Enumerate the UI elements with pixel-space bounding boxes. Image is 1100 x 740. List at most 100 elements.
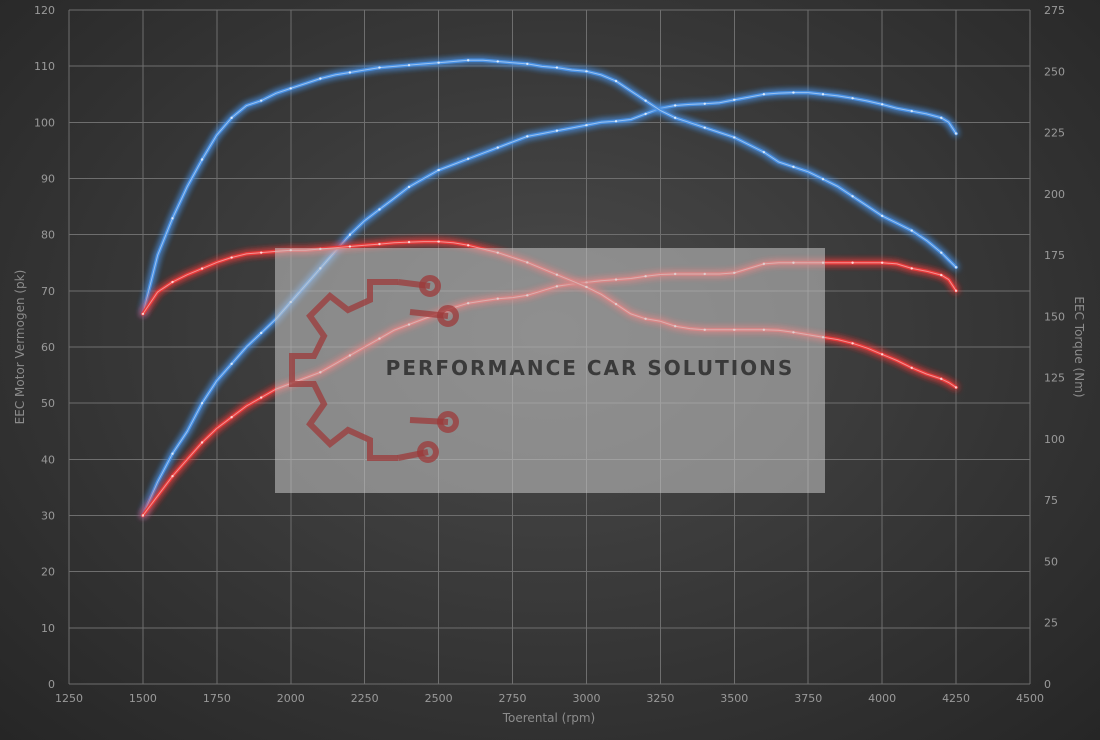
data-point: [614, 120, 618, 123]
data-point: [851, 96, 854, 100]
x-axis-title: Toerental (rpm): [502, 711, 595, 725]
data-point: [792, 91, 795, 94]
data-point: [644, 99, 647, 102]
data-point: [200, 401, 204, 405]
left-tick-label: 110: [34, 60, 55, 73]
right-tick-label: 175: [1044, 249, 1065, 262]
data-point: [910, 109, 913, 113]
left-tick-label: 120: [34, 4, 55, 17]
data-point: [407, 63, 411, 67]
x-tick-label: 2250: [351, 692, 379, 705]
data-point: [792, 165, 795, 169]
data-point: [585, 123, 588, 127]
data-point: [466, 59, 470, 62]
data-point: [762, 150, 766, 154]
data-point: [200, 441, 204, 444]
x-tick-label: 4500: [1016, 692, 1044, 705]
data-point: [940, 251, 943, 254]
data-point: [555, 66, 559, 69]
left-tick-label: 50: [41, 397, 55, 410]
right-tick-label: 150: [1044, 310, 1065, 323]
data-point: [585, 70, 588, 73]
data-point: [171, 280, 174, 284]
right-tick-label: 200: [1044, 188, 1065, 201]
data-point: [954, 386, 958, 389]
data-point: [762, 93, 766, 96]
data-point: [348, 71, 352, 74]
right-tick-label: 250: [1044, 65, 1065, 78]
left-tick-label: 100: [34, 116, 55, 129]
data-point: [319, 77, 322, 80]
data-point: [260, 99, 263, 102]
data-point: [673, 116, 677, 120]
right-tick-label: 225: [1044, 127, 1065, 140]
data-point: [466, 157, 470, 161]
data-point: [230, 362, 233, 366]
x-tick-label: 1750: [203, 692, 231, 705]
data-point: [141, 514, 145, 517]
right-tick-label: 50: [1044, 555, 1058, 568]
data-point: [230, 256, 233, 259]
right-tick-label: 75: [1044, 494, 1058, 507]
data-point: [437, 240, 440, 243]
left-tick-label: 60: [41, 341, 55, 354]
data-point: [437, 61, 440, 64]
data-point: [880, 353, 884, 356]
data-point: [910, 229, 913, 232]
data-point: [703, 102, 706, 105]
data-point: [407, 240, 411, 244]
x-tick-label: 1250: [55, 692, 83, 705]
watermark-box: [275, 248, 825, 493]
data-point: [466, 244, 470, 247]
data-point: [171, 474, 174, 478]
data-point: [703, 126, 706, 129]
data-point: [526, 62, 529, 66]
x-tick-label: 3500: [720, 692, 748, 705]
data-point: [614, 79, 618, 83]
left-tick-label: 30: [41, 510, 55, 523]
data-point: [496, 146, 499, 149]
data-point: [954, 289, 958, 293]
x-tick-label: 3000: [572, 692, 600, 705]
data-point: [880, 214, 884, 218]
data-point: [940, 273, 943, 277]
data-point: [496, 60, 499, 63]
data-point: [200, 267, 204, 270]
left-tick-label: 20: [41, 566, 55, 579]
left-tick-label: 10: [41, 622, 55, 635]
data-point: [910, 366, 913, 370]
watermark: PERFORMANCE CAR SOLUTIONS: [275, 248, 825, 493]
data-point: [880, 261, 884, 264]
data-point: [378, 66, 381, 69]
left-tick-label: 80: [41, 229, 55, 242]
x-tick-label: 2500: [425, 692, 453, 705]
right-tick-label: 275: [1044, 4, 1065, 17]
data-point: [407, 185, 411, 189]
data-point: [260, 251, 263, 254]
data-point: [200, 158, 204, 161]
data-point: [289, 87, 292, 90]
data-point: [378, 208, 381, 211]
watermark-text: PERFORMANCE CAR SOLUTIONS: [386, 356, 795, 380]
data-point: [954, 266, 958, 269]
data-point: [880, 103, 884, 106]
right-axis-title: EEC Torque (Nm): [1072, 296, 1086, 397]
x-tick-label: 3250: [646, 692, 674, 705]
data-point: [821, 93, 825, 96]
left-axis-title: EEC Motor Vermogen (pk): [13, 270, 27, 425]
data-point: [348, 245, 352, 248]
series-1: [141, 58, 958, 316]
right-tick-label: 100: [1044, 433, 1065, 446]
x-tick-label: 4250: [942, 692, 970, 705]
data-point: [378, 242, 381, 246]
x-tick-label: 2000: [277, 692, 305, 705]
right-tick-label: 0: [1044, 678, 1051, 691]
x-tick-label: 1500: [129, 692, 157, 705]
data-point: [555, 129, 559, 132]
left-tick-label: 70: [41, 285, 55, 298]
data-point: [673, 104, 677, 107]
data-point: [851, 342, 854, 345]
gear-logo-icon: [289, 275, 459, 463]
